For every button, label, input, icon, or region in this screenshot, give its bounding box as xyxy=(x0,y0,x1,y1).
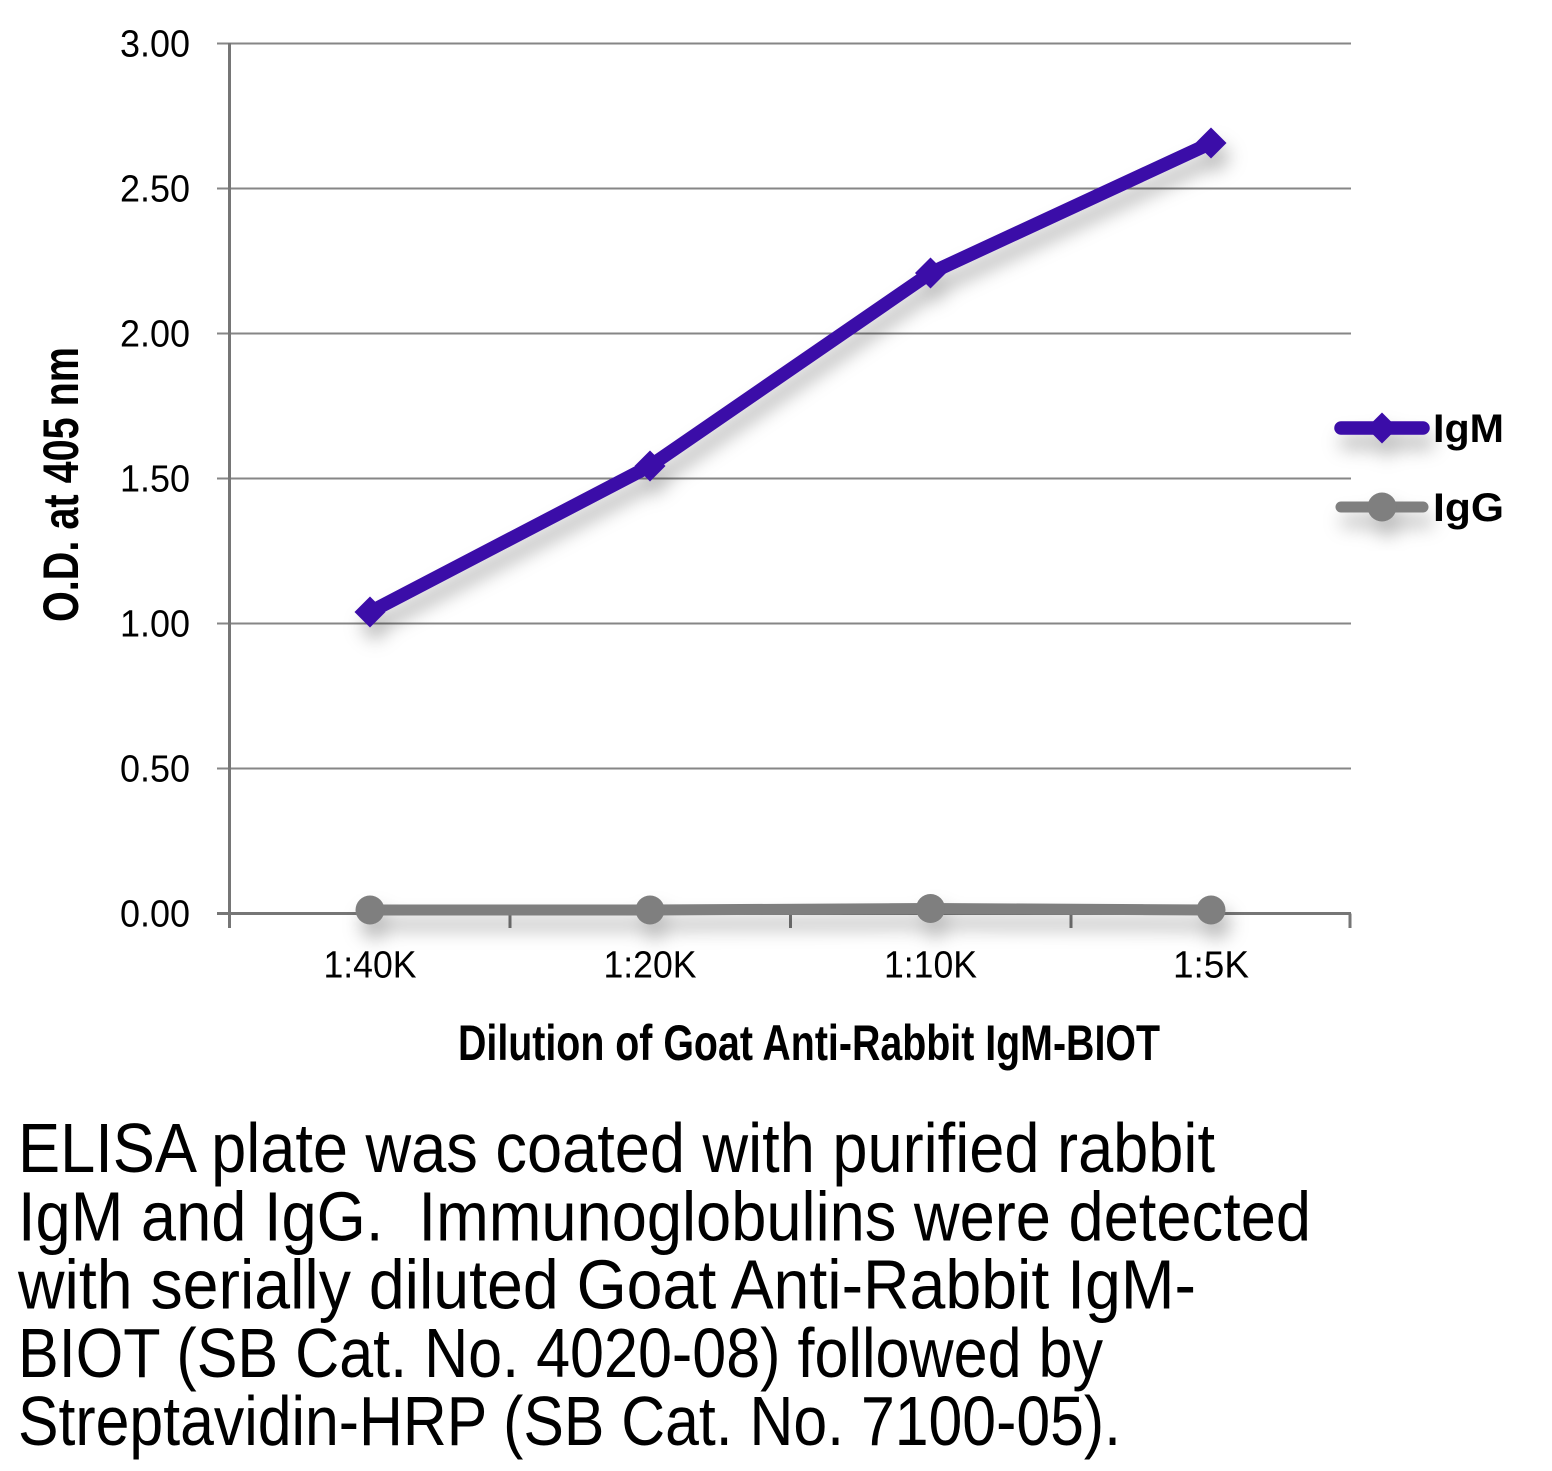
svg-text:2.00: 2.00 xyxy=(120,314,190,356)
svg-text:O.D. at 405 nm: O.D. at 405 nm xyxy=(33,347,89,622)
svg-text:Dilution of Goat Anti-Rabbit I: Dilution of Goat Anti-Rabbit IgM-BIOT xyxy=(458,1015,1160,1071)
svg-text:1:5K: 1:5K xyxy=(1173,945,1249,987)
svg-text:IgM: IgM xyxy=(1433,407,1504,451)
svg-text:IgG: IgG xyxy=(1433,486,1504,530)
svg-text:3.00: 3.00 xyxy=(120,24,190,66)
svg-text:with serially diluted Goat Ant: with serially diluted Goat Anti-Rabbit I… xyxy=(17,1246,1196,1324)
svg-text:1.00: 1.00 xyxy=(120,604,190,646)
svg-text:IgM and IgG. Immunoglobulins: IgM and IgG. Immunoglobulins were detect… xyxy=(18,1177,1311,1255)
svg-text:ELISA plate was coated with pu: ELISA plate was coated with purified rab… xyxy=(18,1109,1215,1187)
svg-text:2.50: 2.50 xyxy=(120,169,190,211)
svg-text:Streptavidin-HRP (SB Cat. No.: Streptavidin-HRP (SB Cat. No. 7100-05). xyxy=(18,1382,1121,1460)
svg-text:0.50: 0.50 xyxy=(120,749,190,791)
svg-text:BIOT (SB Cat. No. 4020-08) fol: BIOT (SB Cat. No. 4020-08) followed by xyxy=(18,1314,1103,1392)
svg-text:1:20K: 1:20K xyxy=(604,945,697,987)
svg-text:1:10K: 1:10K xyxy=(884,945,977,987)
svg-text:0.00: 0.00 xyxy=(120,894,190,936)
svg-text:1:40K: 1:40K xyxy=(324,945,417,987)
svg-text:1.50: 1.50 xyxy=(120,459,190,501)
